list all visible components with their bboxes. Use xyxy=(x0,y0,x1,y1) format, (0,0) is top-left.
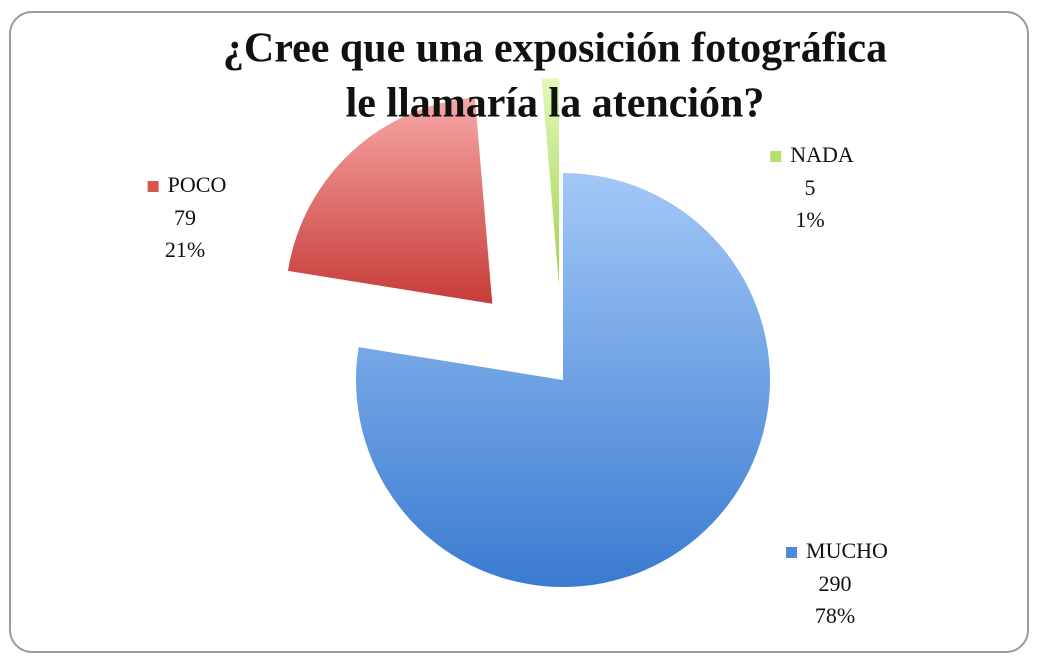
legend-label: NADA xyxy=(790,142,854,167)
value-label: 5 xyxy=(805,175,816,200)
value-label: 79 xyxy=(174,205,196,230)
chart-title: le llamaría la atención? xyxy=(346,81,765,127)
percent-label: 21% xyxy=(165,237,205,262)
pie-slice xyxy=(541,78,560,286)
chart-title: ¿Cree que una exposición fotográfica xyxy=(223,26,887,72)
pie-slice xyxy=(287,97,493,304)
value-label: 290 xyxy=(819,571,852,596)
chart-frame xyxy=(9,11,1029,653)
legend-label: MUCHO xyxy=(806,538,888,563)
legend-marker xyxy=(786,547,798,558)
percent-label: 78% xyxy=(815,603,855,628)
legend-marker xyxy=(770,151,782,162)
percent-label: 1% xyxy=(795,207,824,232)
legend-marker xyxy=(147,181,159,192)
pie-slice xyxy=(355,173,770,588)
legend-label: POCO xyxy=(168,172,227,197)
